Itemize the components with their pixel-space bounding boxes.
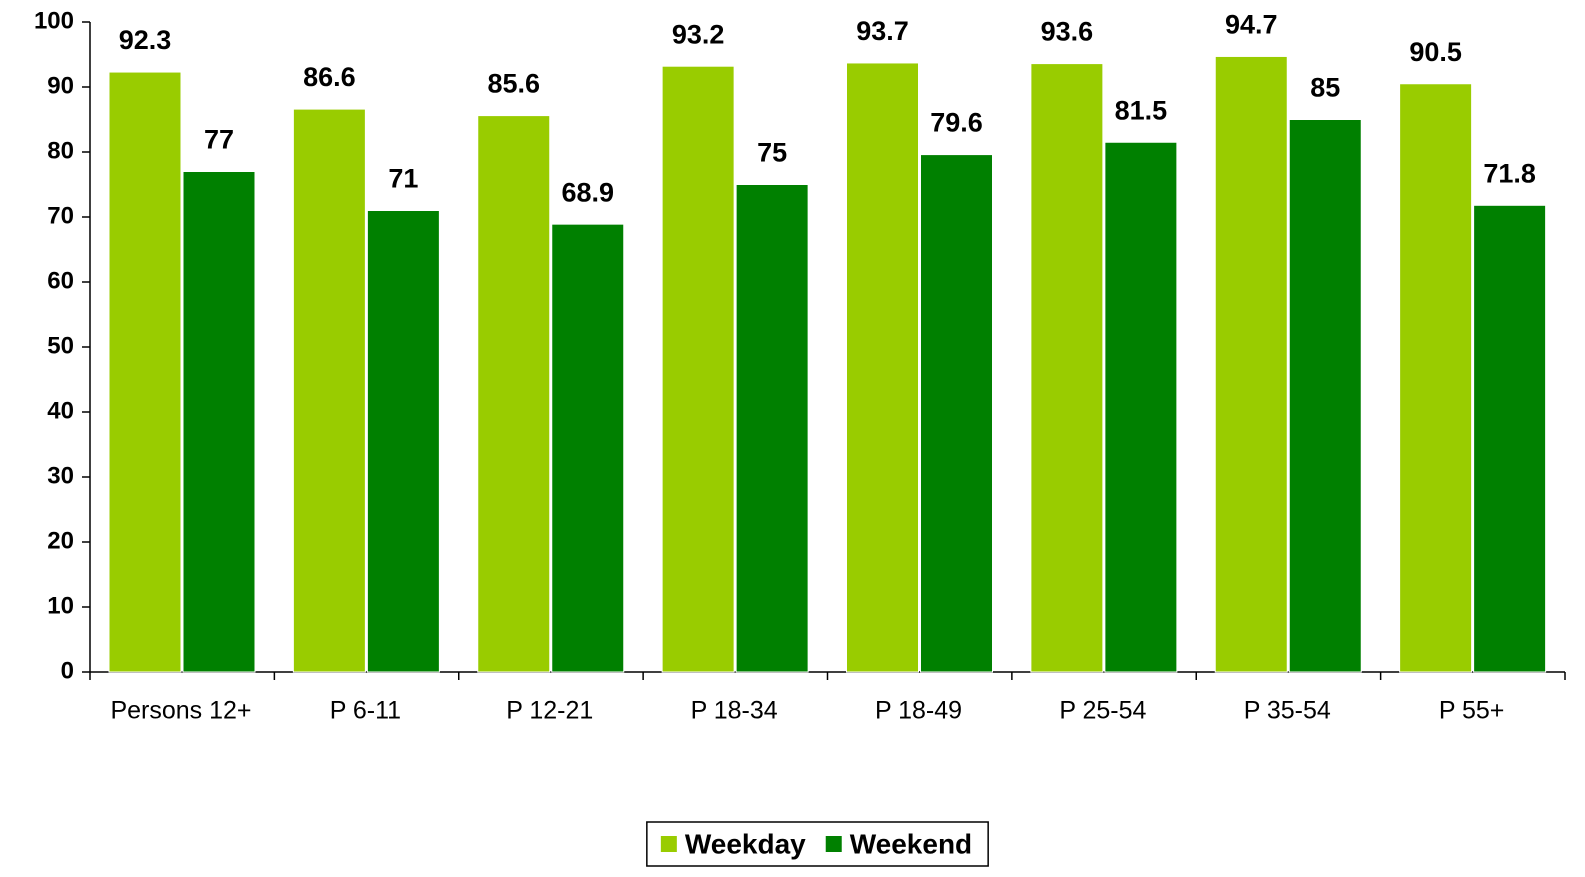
y-tick-label: 20 bbox=[47, 527, 74, 554]
bar bbox=[1399, 83, 1473, 673]
value-label: 93.2 bbox=[672, 19, 725, 49]
value-label: 92.3 bbox=[119, 25, 172, 55]
bar bbox=[108, 71, 182, 673]
legend-swatch bbox=[825, 836, 842, 852]
x-tick-label: P 6-11 bbox=[330, 697, 401, 725]
bar bbox=[920, 154, 993, 673]
value-label: 85 bbox=[1310, 73, 1340, 103]
y-tick-label: 80 bbox=[47, 137, 74, 164]
legend-label: Weekday bbox=[685, 828, 806, 859]
bar bbox=[551, 223, 625, 673]
y-tick-label: 70 bbox=[47, 202, 74, 229]
value-label: 86.6 bbox=[303, 62, 356, 92]
y-tick-label: 10 bbox=[47, 592, 74, 619]
legend: Weekday Weekend bbox=[646, 821, 989, 867]
value-label: 93.6 bbox=[1041, 17, 1094, 47]
bar bbox=[1288, 119, 1362, 673]
value-label: 79.6 bbox=[930, 108, 983, 138]
bar bbox=[477, 115, 551, 673]
value-label: 71.8 bbox=[1483, 158, 1536, 188]
value-label: 77 bbox=[204, 125, 234, 155]
bar bbox=[846, 62, 919, 673]
y-tick-label: 0 bbox=[61, 657, 74, 684]
bar bbox=[366, 210, 440, 673]
value-label: 81.5 bbox=[1115, 95, 1168, 125]
y-tick-label: 100 bbox=[34, 7, 74, 34]
x-tick-label: P 12-21 bbox=[506, 697, 593, 725]
bar bbox=[1030, 63, 1104, 673]
bar bbox=[182, 171, 256, 673]
bar bbox=[1214, 55, 1288, 673]
legend-swatch bbox=[660, 836, 677, 852]
value-label: 75 bbox=[757, 138, 787, 168]
y-tick-label: 30 bbox=[47, 462, 74, 489]
x-tick-label: P 35-54 bbox=[1244, 697, 1331, 725]
bar bbox=[735, 184, 809, 673]
value-label: 94.7 bbox=[1225, 10, 1278, 40]
bar bbox=[292, 108, 366, 673]
y-tick-label: 90 bbox=[47, 72, 74, 99]
x-tick-label: P 55+ bbox=[1439, 697, 1505, 725]
y-tick-label: 60 bbox=[47, 267, 74, 294]
value-label: 71 bbox=[388, 164, 418, 194]
value-label: 93.7 bbox=[856, 16, 909, 46]
y-tick-label: 40 bbox=[47, 397, 74, 424]
y-tick-label: 50 bbox=[47, 332, 74, 359]
bar bbox=[661, 65, 735, 673]
x-tick-label: P 18-34 bbox=[691, 697, 778, 725]
bar bbox=[1104, 141, 1178, 673]
legend-box bbox=[646, 821, 989, 867]
legend-label: Weekend bbox=[850, 828, 972, 859]
x-tick-label: P 18-49 bbox=[875, 697, 962, 725]
value-label: 90.5 bbox=[1409, 37, 1462, 67]
x-tick-label: P 25-54 bbox=[1059, 697, 1146, 725]
bar bbox=[1473, 204, 1547, 673]
value-label: 85.6 bbox=[487, 69, 540, 99]
x-tick-label: Persons 12+ bbox=[110, 697, 251, 725]
value-label: 68.9 bbox=[561, 177, 614, 207]
